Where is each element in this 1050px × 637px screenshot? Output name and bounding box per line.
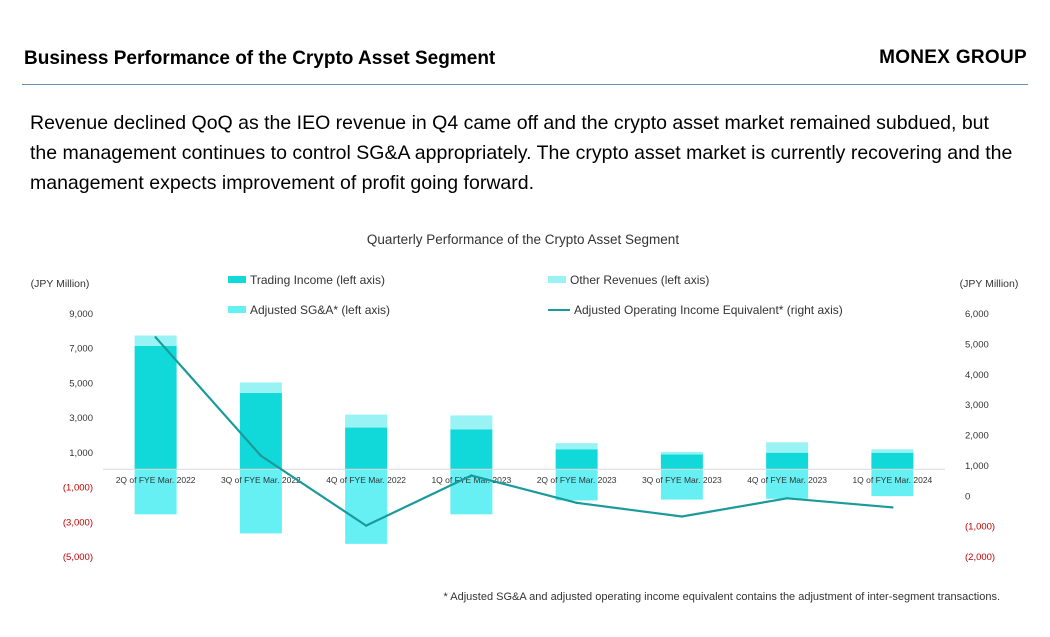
right-tick-label: (2,000) [965, 552, 995, 563]
bar-other-revenues [871, 449, 914, 453]
bar-adjusted-sga [660, 469, 703, 500]
bar-trading-income [134, 345, 177, 470]
operating-income-line [154, 336, 894, 527]
left-tick-label: 1,000 [69, 448, 93, 459]
right-tick-label: 6,000 [965, 309, 989, 320]
bar-adjusted-sga [345, 469, 388, 544]
bar-adjusted-sga [450, 469, 493, 515]
category-label: 2Q of FYE Mar. 2023 [537, 475, 617, 485]
legend-label-sga: Adjusted SG&A* (left axis) [250, 303, 390, 317]
operating-income-point [575, 501, 578, 505]
chart-legend: Trading Income (left axis) Other Revenue… [228, 273, 843, 317]
category-label: 4Q of FYE Mar. 2023 [747, 475, 827, 485]
left-tick-label: 7,000 [69, 344, 93, 355]
brand-logo-text: MONEX GROUP [879, 47, 1027, 68]
legend-label-other: Other Revenues (left axis) [570, 273, 709, 287]
header-divider [22, 84, 1028, 85]
left-tick-label: (3,000) [63, 517, 93, 528]
bar-adjusted-sga [766, 469, 809, 499]
bar-trading-income [871, 452, 914, 470]
operating-income-point [680, 515, 684, 518]
bar-other-revenues [450, 415, 493, 430]
right-tick-label: 5,000 [965, 339, 989, 350]
legend-swatch-sga [228, 306, 246, 313]
bar-series [134, 335, 914, 544]
left-tick-label: 5,000 [69, 378, 93, 389]
category-label: 1Q of FYE Mar. 2024 [852, 475, 932, 485]
legend-label-operating-income: Adjusted Operating Income Equivalent* (r… [574, 303, 843, 317]
operating-income-point [259, 454, 263, 457]
right-tick-label: 2,000 [965, 431, 989, 442]
left-tick-label: 3,000 [69, 413, 93, 424]
category-axis: 2Q of FYE Mar. 2022 3Q of FYE Mar. 2022 4Q… [116, 475, 933, 485]
bar-trading-income [555, 449, 598, 470]
lead-text: Revenue declined QoQ as the IEO revenue … [30, 112, 1013, 194]
category-label: 2Q of FYE Mar. 2022 [116, 475, 196, 485]
bar-adjusted-sga [134, 469, 177, 515]
category-label: 3Q of FYE Mar. 2023 [642, 475, 722, 485]
right-axis: 6,000 5,000 4,000 3,000 2,000 1,000 0 (1,000) (2… [965, 309, 995, 563]
chart-title: Quarterly Performance of the Crypto Asse… [367, 232, 679, 247]
left-tick-label: 9,000 [69, 309, 93, 320]
bar-trading-income [766, 452, 809, 470]
bar-other-revenues [345, 414, 388, 428]
bar-trading-income [345, 427, 388, 470]
legend-swatch-trading [228, 276, 246, 283]
operating-income-point [364, 524, 368, 527]
bar-other-revenues [134, 335, 177, 346]
operating-income-point [470, 474, 473, 477]
legend-swatch-other [548, 276, 566, 283]
operating-income-point [785, 497, 789, 500]
category-label: 4Q of FYE Mar. 2022 [326, 475, 406, 485]
left-axis: 9,000 7,000 5,000 3,000 1,000 (1,000) (3,000) (… [63, 309, 93, 563]
bar-adjusted-sga [871, 469, 914, 497]
left-tick-label: (1,000) [63, 483, 93, 494]
right-tick-label: (1,000) [965, 522, 995, 533]
right-tick-label: 1,000 [965, 461, 989, 472]
bar-other-revenues [660, 451, 703, 455]
right-axis-unit: (JPY Million) [960, 278, 1019, 290]
right-tick-label: 4,000 [965, 370, 989, 381]
right-tick-label: 3,000 [965, 400, 989, 411]
operating-income-polyline [154, 336, 893, 527]
bar-adjusted-sga [239, 469, 282, 534]
category-label: 1Q of FYE Mar. 2023 [431, 475, 511, 485]
category-label: 3Q of FYE Mar. 2022 [221, 475, 301, 485]
footnote: * Adjusted SG&A and adjusted operating i… [443, 591, 1000, 603]
operating-income-point [891, 506, 894, 509]
left-tick-label: (5,000) [63, 552, 93, 563]
bar-adjusted-sga [555, 469, 598, 501]
left-axis-unit: (JPY Million) [31, 278, 90, 290]
bar-other-revenues [766, 442, 809, 453]
bar-trading-income [450, 429, 493, 470]
legend-label-trading: Trading Income (left axis) [250, 273, 385, 287]
bar-other-revenues [555, 443, 598, 450]
operating-income-point [154, 336, 157, 339]
slide-title: Business Performance of the Crypto Asset… [24, 48, 496, 69]
bar-trading-income [239, 392, 282, 470]
right-tick-label: 0 [965, 491, 970, 502]
bar-trading-income [660, 454, 703, 470]
bar-other-revenues [239, 382, 282, 393]
